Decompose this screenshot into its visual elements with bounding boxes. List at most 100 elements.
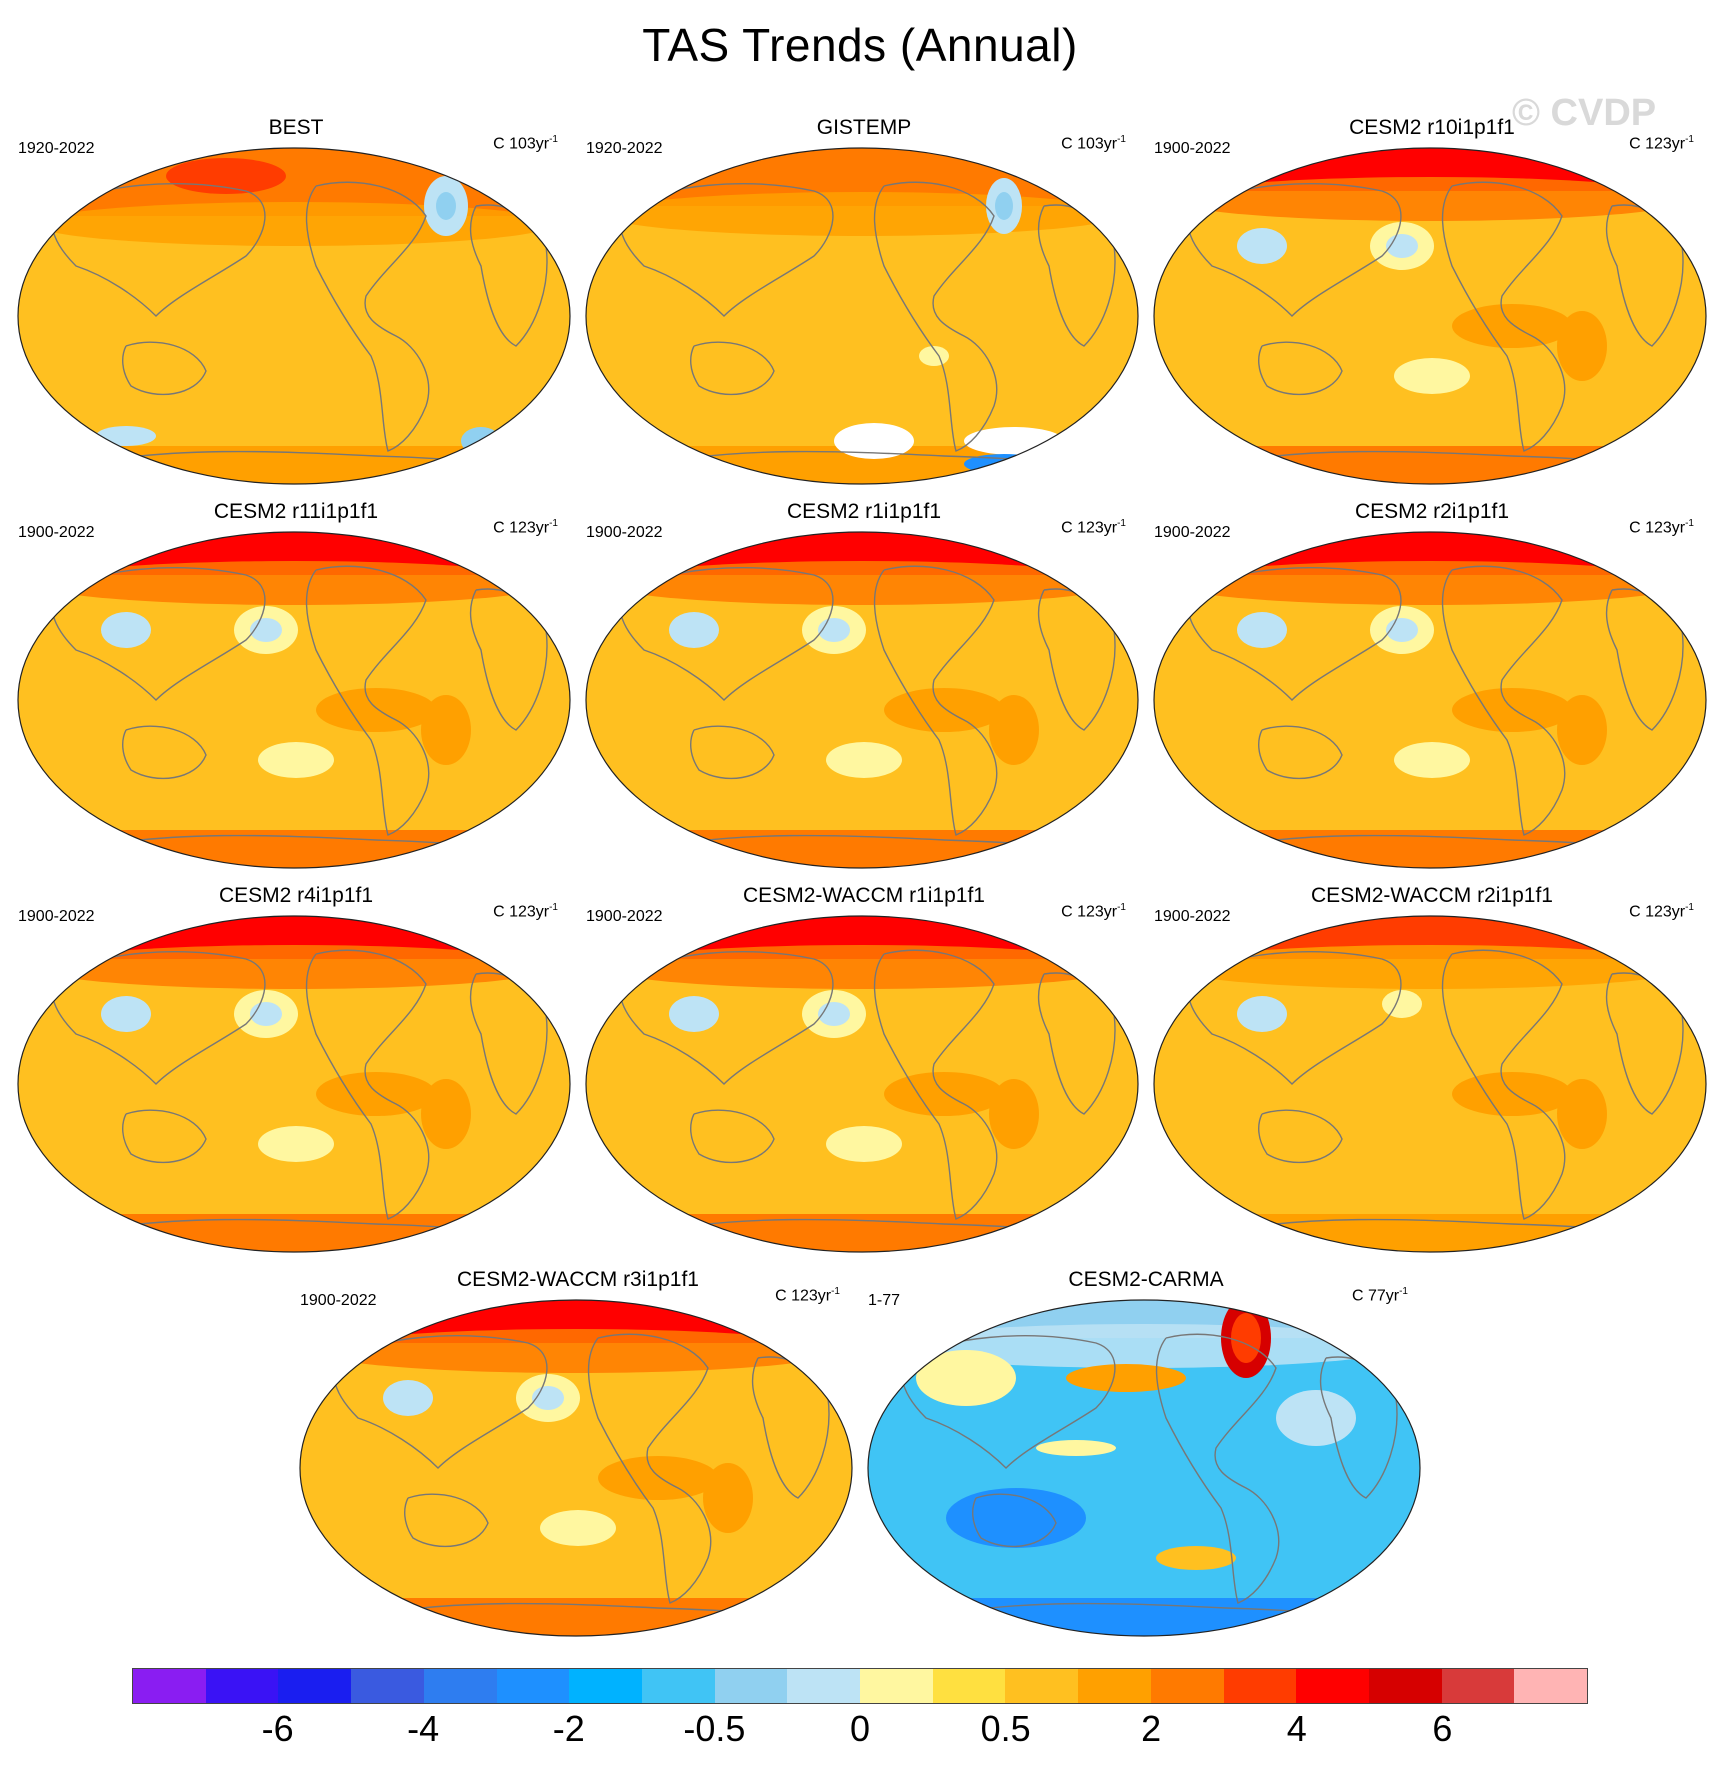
trend-contour-region	[826, 1126, 902, 1162]
colorbar-box	[1223, 1669, 1297, 1703]
panel-title: CESM2-WACCM r1i1p1f1	[743, 884, 985, 907]
map-panel: CESM2-CARMA 1-77 C 77yr-1	[866, 1268, 1426, 1648]
panel-units-exponent: -1	[549, 518, 558, 529]
map-panel: CESM2 r1i1p1f1 1900-2022 C 123yr-1	[584, 500, 1144, 880]
panel-units-text: C 103yr	[493, 135, 550, 153]
colorbar-box	[860, 1669, 933, 1703]
panel-title: CESM2-CARMA	[1068, 1268, 1224, 1291]
panel-units: C 123yr-1	[493, 518, 558, 537]
trend-contour-region	[1066, 1364, 1186, 1392]
trend-contour-region	[101, 996, 151, 1032]
map-panel: CESM2 r10i1p1f1 1900-2022 C 123yr-1	[1152, 116, 1712, 496]
panel-units-text: C 77yr	[1351, 1287, 1400, 1305]
trend-map	[17, 915, 571, 1253]
trend-map	[1153, 147, 1707, 485]
panel-units-text: C 103yr	[1061, 135, 1118, 153]
trend-contour-region	[884, 688, 1004, 732]
colorbar-tick-label: -0.5	[683, 1708, 746, 1749]
panel-units-exponent: -1	[1117, 518, 1126, 529]
panel-period: 1900-2022	[18, 908, 95, 925]
trend-contour-region	[964, 427, 1064, 455]
trend-map	[585, 531, 1139, 869]
panel-units: C 123yr-1	[493, 902, 558, 921]
trend-contour-region	[1382, 990, 1422, 1018]
colorbar-box	[351, 1669, 424, 1703]
panel-units-exponent: -1	[549, 902, 558, 913]
trend-contour-region	[1237, 996, 1287, 1032]
trend-map	[867, 1299, 1421, 1637]
map-panel: CESM2-WACCM r1i1p1f1 1900-2022 C 123yr-1	[584, 884, 1144, 1264]
panel-period: 1900-2022	[1154, 140, 1231, 157]
trend-contour-region	[383, 1380, 433, 1416]
trend-contour-region	[989, 695, 1039, 765]
trend-contour-region	[1036, 1440, 1116, 1456]
panel-period: 1900-2022	[586, 524, 663, 541]
panel-title: CESM2 r10i1p1f1	[1349, 116, 1515, 139]
panel-units-text: C 123yr	[1629, 135, 1686, 153]
panel-units-exponent: -1	[1685, 902, 1694, 913]
map-panel: CESM2-WACCM r3i1p1f1 1900-2022 C 123yr-1	[298, 1268, 858, 1648]
colorbar-box	[1441, 1669, 1515, 1703]
coastlines	[901, 1333, 1407, 1621]
panel-units-exponent: -1	[831, 1286, 840, 1297]
panel-units: C 123yr-1	[1629, 134, 1694, 153]
figure-title: TAS Trends (Annual)	[642, 19, 1078, 71]
trend-contour-region	[1156, 1546, 1236, 1570]
colorbar-box	[1005, 1669, 1079, 1703]
colorbar-box	[714, 1669, 788, 1703]
trend-contour-region	[1557, 311, 1607, 381]
panel-period: 1-77	[868, 1292, 901, 1309]
trend-contour-region	[540, 1510, 616, 1546]
panel-units: C 123yr-1	[1061, 902, 1126, 921]
trend-contour-region	[1276, 1390, 1356, 1446]
map-panel: CESM2 r2i1p1f1 1900-2022 C 123yr-1	[1152, 500, 1712, 880]
panel-period: 1900-2022	[300, 1292, 377, 1309]
trend-contour-region	[916, 1350, 1016, 1406]
colorbar	[132, 1668, 1588, 1704]
trend-map	[585, 915, 1139, 1253]
panel-units-exponent: -1	[1399, 1286, 1408, 1297]
trend-contour-region	[826, 742, 902, 778]
coastlines	[1187, 565, 1693, 853]
panel-units-exponent: -1	[1685, 518, 1694, 529]
panel-units-exponent: -1	[1117, 902, 1126, 913]
colorbar-box	[423, 1669, 497, 1703]
panel-units-text: C 123yr	[1629, 519, 1686, 537]
panel-period: 1900-2022	[586, 908, 663, 925]
trend-map	[17, 147, 571, 485]
trend-contour-region	[1557, 695, 1607, 765]
panel-title: BEST	[268, 116, 324, 139]
trend-contour-region	[1557, 1079, 1607, 1149]
map-panel: CESM2-WACCM r2i1p1f1 1900-2022 C 123yr-1	[1152, 884, 1712, 1264]
trend-contour-region	[1452, 1072, 1572, 1116]
trend-contour-region	[436, 192, 456, 220]
panel-units-exponent: -1	[1685, 134, 1694, 145]
colorbar-tick-label: 2	[1141, 1708, 1162, 1749]
colorbar-tick-label: 6	[1432, 1708, 1453, 1749]
panel-title: CESM2 r4i1p1f1	[218, 884, 374, 907]
colorbar-tick-label: -2	[552, 1708, 585, 1749]
trend-contour-region	[258, 1126, 334, 1162]
colorbar-box	[569, 1669, 642, 1703]
trend-contour-region	[834, 423, 914, 459]
trend-map	[585, 147, 1139, 485]
trend-contour-region	[1237, 612, 1287, 648]
panel-units-exponent: -1	[1117, 134, 1126, 145]
panel-title: CESM2 r2i1p1f1	[1354, 500, 1510, 523]
panel-units: C 77yr-1	[1352, 1286, 1408, 1305]
panel-period: 1920-2022	[586, 140, 663, 157]
trend-contour-region	[316, 688, 436, 732]
panel-units-text: C 123yr	[1629, 903, 1686, 921]
colorbar-box	[1150, 1669, 1224, 1703]
colorbar-tick-label: -4	[407, 1708, 440, 1749]
colorbar-tick-label: 0	[849, 1708, 871, 1749]
colorbar-box	[496, 1669, 570, 1703]
panel-units: C 123yr-1	[1629, 902, 1694, 921]
panel-title: CESM2-WACCM r2i1p1f1	[1311, 884, 1553, 907]
colorbar-box	[641, 1669, 715, 1703]
map-panel: CESM2 r4i1p1f1 1900-2022 C 123yr-1	[16, 884, 576, 1264]
trend-contour-region	[989, 1079, 1039, 1149]
trend-contour-region	[1237, 228, 1287, 264]
panel-units-text: C 123yr	[1061, 519, 1118, 537]
colorbar-tick-label: 0.5	[980, 1708, 1031, 1749]
